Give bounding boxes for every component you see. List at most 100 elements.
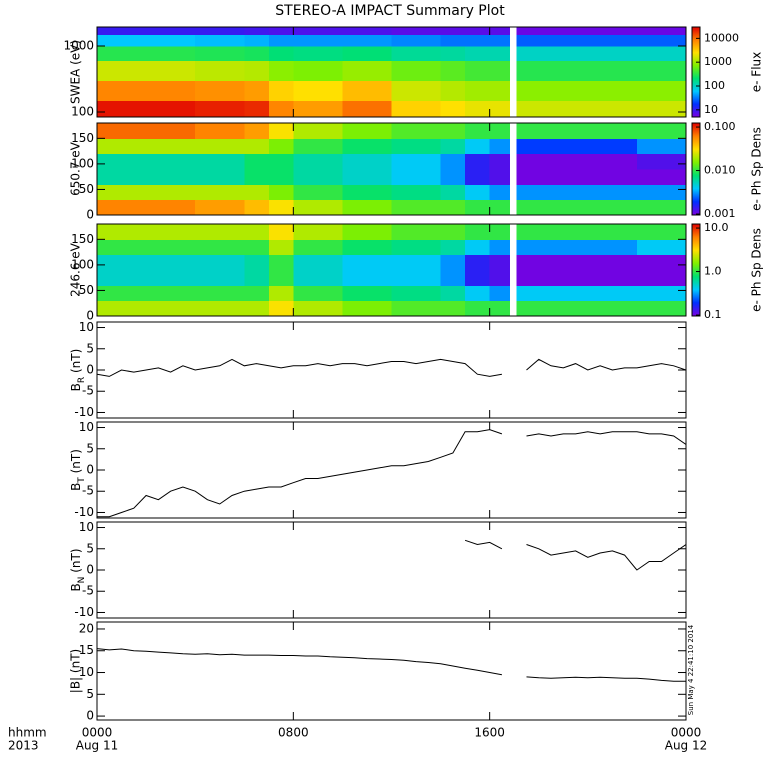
heatmap-cell	[587, 300, 638, 316]
heatmap-cell	[268, 224, 294, 240]
heatmap-cell	[268, 199, 294, 215]
heatmap-cell	[465, 100, 491, 117]
heatmap-cell	[146, 100, 196, 117]
heatmap-cell	[146, 27, 196, 35]
heatmap-cell	[293, 80, 343, 101]
data-line	[97, 429, 686, 518]
heatmap-cell	[195, 100, 245, 117]
heatmap-cell	[268, 285, 294, 302]
heatmap-cell	[293, 34, 343, 47]
heatmap-cell	[195, 239, 245, 256]
heatmap-cell	[636, 199, 686, 215]
heatmap-cell	[391, 138, 442, 155]
heatmap-cell	[516, 199, 540, 215]
panel-4	[97, 429, 686, 518]
colorbar-tick-label: 10000	[704, 31, 739, 44]
heatmap-cell	[268, 60, 294, 82]
data-line	[97, 358, 686, 377]
heatmap-cell	[293, 224, 343, 240]
y-axis-label: 246.6 eV	[69, 242, 83, 297]
y-tick-label: 20	[79, 621, 94, 635]
heatmap-cell	[342, 254, 392, 271]
heatmap-cell	[440, 254, 466, 271]
y-tick-label: 5	[86, 341, 94, 355]
heatmap-cell	[342, 27, 392, 35]
heatmap-cell	[636, 123, 686, 139]
panel-2	[97, 224, 686, 316]
heatmap-cell	[636, 169, 686, 185]
heatmap-cell	[97, 27, 147, 35]
heatmap-cell	[342, 239, 392, 256]
y-axis-label: |B| (nT)	[69, 649, 83, 693]
heatmap-cell	[293, 270, 343, 286]
heatmap-cell	[587, 239, 638, 256]
panel-frame	[96, 223, 687, 317]
heatmap-cell	[293, 27, 343, 35]
heatmap-cell	[489, 224, 510, 240]
heatmap-cell	[342, 138, 392, 155]
heatmap-cell	[489, 184, 510, 201]
heatmap-cell	[244, 300, 270, 316]
heatmap-cell	[489, 270, 510, 286]
heatmap-cell	[342, 123, 392, 139]
y-tick-label: 100	[71, 156, 94, 170]
heatmap-cell	[636, 285, 686, 302]
heatmap-cell	[293, 138, 343, 155]
heatmap-cell	[244, 123, 270, 139]
heatmap-cell	[195, 80, 245, 101]
y-tick-label: -10	[74, 505, 94, 519]
heatmap-cell	[538, 300, 589, 316]
panel-frame	[96, 26, 687, 118]
heatmap-cell	[465, 27, 491, 35]
heatmap-cell	[440, 224, 466, 240]
heatmap-cell	[97, 100, 147, 117]
time-format-label: hhmm	[8, 726, 47, 740]
heatmap-cell	[293, 300, 343, 316]
heatmap-cell	[636, 45, 686, 62]
heatmap-cell	[268, 138, 294, 155]
heatmap-cell	[538, 45, 589, 62]
colorbar-tick-label: 100	[704, 79, 725, 92]
heatmap-cell	[465, 60, 491, 82]
heatmap-cell	[268, 169, 294, 185]
heatmap-cell	[97, 169, 147, 185]
heatmap-cell	[516, 239, 540, 256]
heatmap-cell	[97, 254, 147, 271]
heatmap-cell	[293, 184, 343, 201]
heatmap-cell	[587, 27, 638, 35]
heatmap-cell	[440, 285, 466, 302]
y-tick-label: -5	[82, 584, 94, 598]
heatmap-cell	[244, 100, 270, 117]
heatmap-cell	[516, 300, 540, 316]
heatmap-cell	[538, 100, 589, 117]
heatmap-cell	[465, 199, 491, 215]
heatmap-cell	[538, 224, 589, 240]
heatmap-cell	[440, 138, 466, 155]
y-axis-label: BR (nT)	[69, 349, 87, 392]
x-tick-label: 1600	[474, 726, 505, 740]
heatmap-cell	[489, 254, 510, 271]
heatmap-cell	[342, 199, 392, 215]
heatmap-cell	[195, 123, 245, 139]
heatmap-cell	[146, 199, 196, 215]
y-tick-label: 0	[86, 709, 94, 723]
heatmap-cell	[97, 138, 147, 155]
y-axis-label: BT (nT)	[69, 449, 87, 491]
heatmap-cell	[465, 300, 491, 316]
heatmap-cell	[489, 27, 510, 35]
heatmap-cell	[636, 80, 686, 101]
heatmap-cell	[97, 153, 147, 170]
heatmap-cell	[97, 80, 147, 101]
heatmap-cell	[489, 239, 510, 256]
heatmap-cell	[268, 123, 294, 139]
heatmap-cell	[516, 184, 540, 201]
y-tick-label: 0	[86, 208, 94, 222]
y-axis-label-subscript: R	[77, 377, 87, 383]
heatmap-cell	[516, 123, 540, 139]
heatmap-cell	[195, 300, 245, 316]
heatmap-cell	[268, 27, 294, 35]
heatmap-cell	[342, 153, 392, 170]
heatmap-cell	[465, 123, 491, 139]
heatmap-cell	[489, 169, 510, 185]
